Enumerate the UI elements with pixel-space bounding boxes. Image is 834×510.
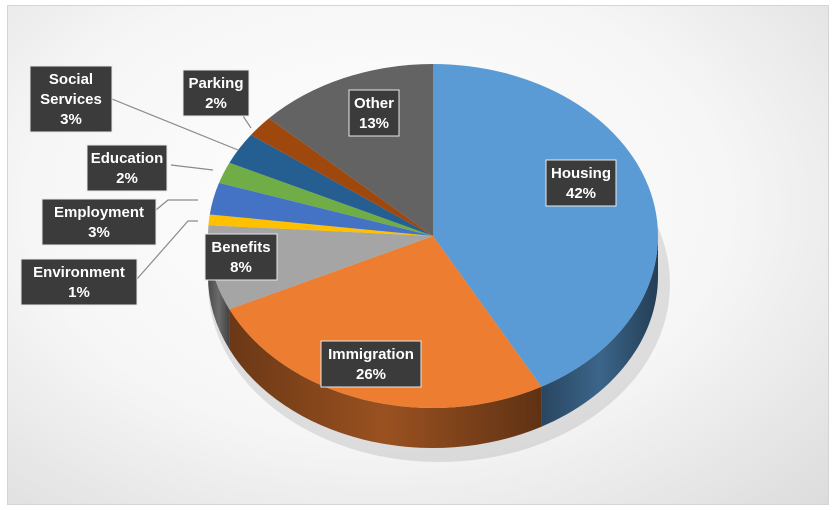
data-label-name-social-services: Social — [49, 71, 93, 88]
data-label-box-parking — [182, 69, 250, 117]
pie-slice-employment[interactable] — [209, 182, 433, 236]
pie-slice-social-services[interactable] — [229, 134, 433, 236]
data-label-value-parking: 2% — [205, 95, 227, 112]
data-label-name-social-services: Services — [40, 91, 102, 108]
data-label-value-social-services: 3% — [60, 111, 82, 128]
data-label-box-housing — [545, 159, 617, 207]
data-label-box-other — [348, 89, 400, 137]
data-label-box-environment — [20, 258, 138, 306]
data-label-value-education: 2% — [116, 170, 138, 187]
data-label-value-employment: 3% — [88, 224, 110, 241]
leader-line-environment — [136, 220, 198, 280]
data-label-name-environment: Environment — [33, 264, 125, 281]
data-label-value-benefits: 8% — [230, 259, 252, 276]
pie-slice-education[interactable] — [219, 162, 433, 236]
data-label-name-housing: Housing — [551, 165, 611, 182]
pie-side-housing — [541, 236, 659, 427]
data-label-box-education — [86, 144, 168, 192]
pie-slice-environment[interactable] — [208, 214, 433, 236]
leader-line-parking — [242, 115, 252, 129]
data-label-value-housing: 42% — [566, 185, 596, 202]
pie-slice-parking[interactable] — [250, 118, 433, 236]
data-label-box-immigration — [320, 340, 422, 388]
data-label-box-social-services — [29, 65, 113, 133]
data-label-name-education: Education — [91, 150, 164, 167]
pie-side-benefits — [208, 236, 230, 350]
leader-line-education — [170, 164, 214, 171]
pie-chart: Housing 42% Immigration 26% Benefits 8% Enviro… — [20, 64, 670, 462]
chart-area: Housing 42% Immigration 26% Benefits 8% Enviro… — [7, 5, 829, 505]
data-label-name-immigration: Immigration — [328, 346, 414, 363]
leader-line-social-services — [106, 96, 239, 151]
pie-side-immigration — [229, 309, 542, 448]
data-label-box-employment — [41, 198, 157, 246]
data-label-value-other: 13% — [359, 115, 389, 132]
data-label-name-other: Other — [354, 95, 394, 112]
data-label-name-parking: Parking — [188, 75, 243, 92]
data-label-value-immigration: 26% — [356, 366, 386, 383]
data-label-name-benefits: Benefits — [211, 239, 270, 256]
pie-slice-immigration[interactable] — [229, 236, 542, 408]
pie-slice-housing[interactable] — [433, 64, 659, 387]
data-label-name-employment: Employment — [54, 204, 144, 221]
data-label-value-environment: 1% — [68, 284, 90, 301]
data-label-box-benefits — [204, 233, 278, 281]
